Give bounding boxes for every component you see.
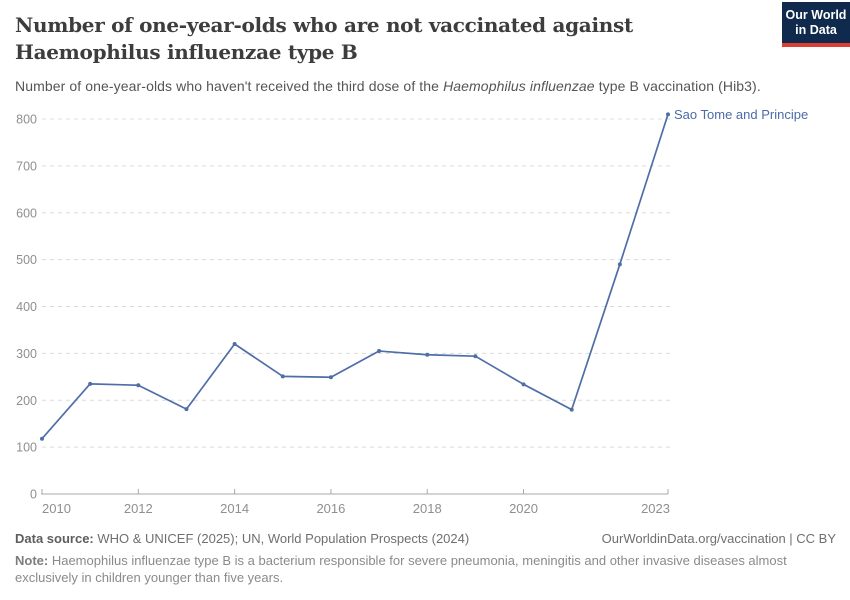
x-tick-label: 2023: [641, 501, 670, 516]
data-point-marker[interactable]: [40, 436, 44, 441]
y-tick-label: 100: [16, 441, 37, 455]
title-line-2: Haemophilus influenzae type B: [15, 40, 358, 64]
data-point-marker[interactable]: [136, 383, 141, 388]
y-tick-label: 400: [16, 300, 37, 314]
y-tick-label: 700: [16, 159, 37, 173]
page-title: Number of one-year-olds who are not vacc…: [15, 12, 836, 66]
y-tick-label: 0: [30, 488, 37, 502]
x-tick-label: 2012: [124, 501, 153, 516]
x-tick-label: 2016: [316, 501, 345, 516]
owid-logo[interactable]: Our World in Data: [782, 2, 850, 47]
data-point-marker[interactable]: [569, 407, 574, 412]
note-label: Note:: [15, 553, 49, 568]
data-source: Data source: WHO & UNICEF (2025); UN, Wo…: [15, 531, 469, 546]
data-point-marker[interactable]: [377, 349, 382, 354]
y-tick-label: 300: [16, 347, 37, 361]
data-point-marker[interactable]: [473, 354, 478, 359]
y-tick-label: 600: [16, 206, 37, 220]
x-tick-label: 2020: [509, 501, 538, 516]
data-point-marker[interactable]: [88, 381, 93, 386]
subtitle-part1: Number of one-year-olds who haven't rece…: [15, 78, 444, 94]
y-tick-label: 200: [16, 394, 37, 408]
data-point-marker[interactable]: [425, 352, 430, 357]
title-line-1: Number of one-year-olds who are not vacc…: [15, 13, 633, 37]
owid-logo-line1: Our World: [785, 8, 847, 22]
chart-header: Number of one-year-olds who are not vacc…: [15, 12, 836, 94]
data-point-marker[interactable]: [232, 342, 237, 346]
chart-note: Note: Haemophilus influenzae type B is a…: [15, 553, 797, 586]
x-tick-label: 2010: [42, 501, 71, 516]
series-line[interactable]: [41, 114, 669, 440]
data-source-text: WHO & UNICEF (2025); UN, World Populatio…: [93, 531, 470, 546]
data-point-marker[interactable]: [521, 382, 526, 387]
note-text: Haemophilus influenzae type B is a bacte…: [15, 553, 787, 585]
x-tick-label: 2014: [220, 501, 249, 516]
data-point-marker[interactable]: [666, 112, 670, 117]
attribution-link[interactable]: OurWorldinData.org/vaccination | CC BY: [601, 531, 836, 546]
y-tick-label: 500: [16, 253, 37, 267]
x-tick-label: 2018: [413, 501, 442, 516]
subtitle-part2: type B vaccination (Hib3).: [594, 78, 761, 94]
line-chart: 0 100 200 300 400 500 600 700 800 2010 2012 2014 201…: [16, 107, 808, 516]
subtitle-italic-species: Haemophilus influenzae: [443, 78, 595, 94]
data-source-label: Data source:: [15, 531, 94, 546]
data-point-marker[interactable]: [184, 407, 189, 412]
chart-footer: Data source: WHO & UNICEF (2025); UN, Wo…: [15, 531, 836, 586]
owid-logo-line2: in Data: [795, 23, 837, 37]
data-point-marker[interactable]: [280, 374, 285, 379]
chart-subtitle: Number of one-year-olds who haven't rece…: [15, 78, 836, 94]
y-tick-label: 800: [16, 113, 37, 127]
data-point-marker[interactable]: [617, 262, 622, 267]
data-point-marker[interactable]: [328, 375, 333, 380]
entity-label[interactable]: Sao Tome and Principe: [674, 107, 808, 122]
